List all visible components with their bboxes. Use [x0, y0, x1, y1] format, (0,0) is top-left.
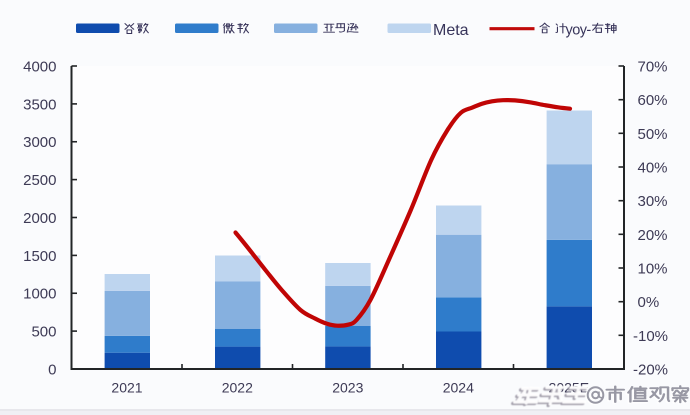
svg-text:500: 500	[31, 324, 56, 341]
svg-text:30%: 30%	[638, 193, 668, 210]
svg-text:2023: 2023	[332, 379, 363, 395]
svg-text:4000: 4000	[23, 59, 56, 76]
svg-text:20%: 20%	[638, 227, 668, 244]
svg-text:70%: 70%	[638, 59, 668, 76]
svg-text:2000: 2000	[23, 210, 56, 227]
svg-text:0: 0	[48, 362, 56, 379]
svg-text:2024: 2024	[443, 379, 474, 395]
svg-text:-20%: -20%	[633, 362, 668, 379]
svg-text:0%: 0%	[638, 294, 660, 311]
svg-text:40%: 40%	[638, 160, 668, 177]
svg-text:1500: 1500	[23, 248, 56, 265]
svg-text:2500: 2500	[23, 172, 56, 189]
svg-text:2022: 2022	[222, 379, 253, 395]
svg-text:3500: 3500	[23, 96, 56, 113]
svg-text:yoy-: yoy-	[566, 22, 592, 38]
svg-text:10%: 10%	[638, 261, 668, 278]
svg-text:60%: 60%	[638, 92, 668, 109]
svg-text:2021: 2021	[111, 379, 142, 395]
svg-text:50%: 50%	[638, 126, 668, 143]
svg-text:Meta: Meta	[433, 22, 469, 39]
svg-text:3000: 3000	[23, 134, 56, 151]
svg-text:1000: 1000	[23, 286, 56, 303]
svg-text:-10%: -10%	[633, 328, 668, 345]
